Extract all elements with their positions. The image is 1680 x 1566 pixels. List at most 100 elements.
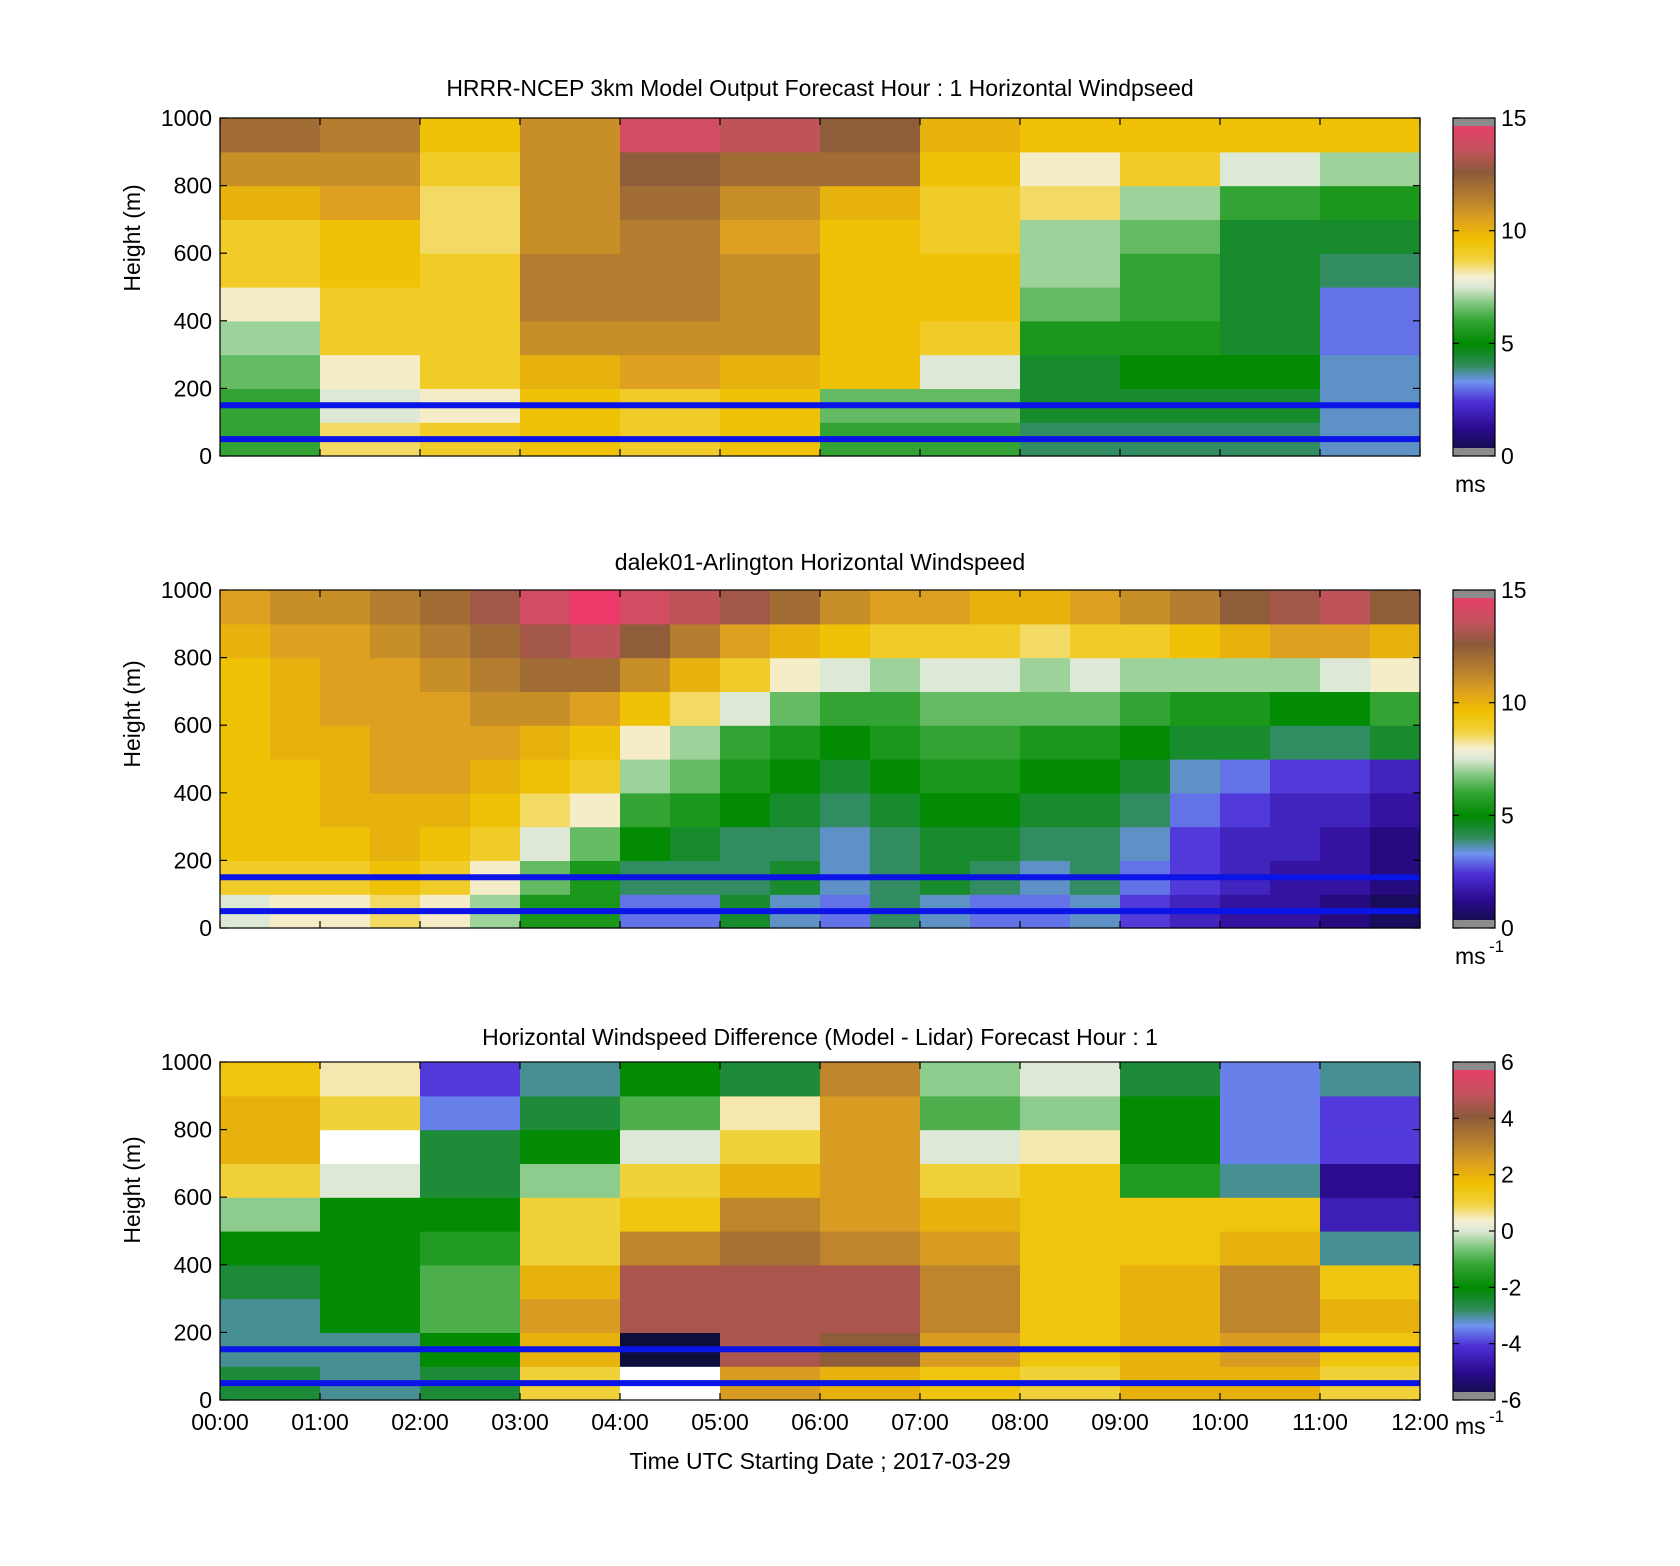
- lidar-cell: [1270, 759, 1321, 794]
- difference-cell: [1120, 1298, 1221, 1333]
- model-cell: [420, 219, 521, 254]
- difference-cell: [820, 1264, 921, 1300]
- model-cell: [320, 287, 421, 322]
- difference-cell: [320, 1062, 421, 1097]
- model-cell: [620, 354, 721, 389]
- difference-x-tick-label: 02:00: [391, 1409, 449, 1435]
- lidar-cell: [1170, 623, 1221, 659]
- difference-cell: [920, 1095, 1021, 1131]
- difference-cell: [320, 1095, 421, 1131]
- difference-cell: [1320, 1197, 1421, 1232]
- difference-colorbar-under-cap: [1453, 1392, 1495, 1400]
- model-y-tick-label: 1000: [161, 105, 212, 131]
- lidar-cell: [720, 623, 771, 659]
- lidar-cell: [1120, 826, 1171, 861]
- model-colorbar-tick-label: 0: [1501, 443, 1514, 469]
- model-cell: [1220, 185, 1321, 220]
- difference-x-tick-label: 03:00: [491, 1409, 549, 1435]
- model-cell: [220, 219, 321, 254]
- lidar-y-tick-label: 400: [174, 780, 212, 806]
- model-cell: [720, 219, 821, 254]
- model-cell: [320, 219, 421, 254]
- difference-cell: [320, 1264, 421, 1300]
- lidar-cell: [770, 657, 821, 692]
- lidar-cell: [1320, 657, 1371, 692]
- lidar-cell: [1370, 590, 1421, 625]
- difference-cell: [720, 1062, 821, 1097]
- difference-cell: [1020, 1197, 1121, 1232]
- model-cell: [920, 219, 1021, 254]
- lidar-cell: [1070, 759, 1121, 794]
- lidar-cell: [520, 759, 571, 794]
- difference-reference-lines: [220, 1346, 1420, 1387]
- model-cell: [720, 287, 821, 322]
- lidar-cell: [1020, 657, 1071, 692]
- lidar-cell: [320, 826, 371, 861]
- lidar-cell: [420, 590, 471, 625]
- lidar-cell: [1070, 792, 1121, 828]
- model-cell: [620, 185, 721, 220]
- difference-cell: [320, 1129, 421, 1164]
- lidar-cell: [470, 657, 521, 692]
- lidar-cell: [570, 792, 621, 828]
- difference-cell: [1020, 1264, 1121, 1300]
- lidar-cell: [1220, 623, 1271, 659]
- model-cell: [420, 354, 521, 389]
- lidar-cell: [470, 759, 521, 794]
- model-cell: [1120, 354, 1221, 389]
- difference-cell: [220, 1062, 321, 1097]
- model-cell: [720, 151, 821, 187]
- lidar-cell: [1270, 590, 1321, 625]
- lidar-y-tick-label: 0: [199, 915, 212, 941]
- lidar-cell: [320, 657, 371, 692]
- lidar-cell: [620, 759, 671, 794]
- lidar-cell: [1220, 759, 1271, 794]
- model-cell: [920, 320, 1021, 356]
- difference-cell: [920, 1264, 1021, 1300]
- lidar-cell: [620, 657, 671, 692]
- difference-cell: [1320, 1062, 1421, 1097]
- lidar-cell: [970, 657, 1021, 692]
- lidar-cell: [470, 623, 521, 659]
- difference-colorbar-gradient: [1453, 1062, 1495, 1400]
- lidar-cell: [370, 657, 421, 692]
- lidar-cell: [920, 657, 971, 692]
- lidar-cell: [1170, 826, 1221, 861]
- lidar-cell: [920, 759, 971, 794]
- model-cell: [320, 185, 421, 220]
- difference-cell: [320, 1231, 421, 1266]
- difference-cell: [1220, 1197, 1321, 1232]
- difference-x-tick-label: 11:00: [1292, 1409, 1348, 1435]
- model-cell: [520, 118, 621, 153]
- lidar-cell: [1320, 826, 1371, 861]
- lidar-cell: [520, 826, 571, 861]
- difference-cell: [720, 1298, 821, 1333]
- difference-cell: [1120, 1264, 1221, 1300]
- model-colorbar-tick-label: 15: [1501, 105, 1527, 131]
- lidar-cell: [670, 590, 721, 625]
- model-cell: [220, 151, 321, 187]
- difference-cell: [520, 1298, 621, 1333]
- lidar-cell: [1320, 759, 1371, 794]
- lidar-y-tick-label: 200: [174, 847, 212, 873]
- difference-cell: [1320, 1264, 1421, 1300]
- model-cell: [1320, 151, 1421, 187]
- model-y-axis: 0 200 400 600 800 1000: [161, 105, 1420, 469]
- lidar-cell: [820, 657, 871, 692]
- lidar-cell: [820, 691, 871, 726]
- model-y-tick-label: 600: [174, 240, 212, 266]
- difference-cell: [620, 1264, 721, 1300]
- model-cell: [520, 151, 621, 187]
- lidar-cell: [1020, 623, 1071, 659]
- difference-cell: [720, 1163, 821, 1198]
- difference-cell: [720, 1129, 821, 1164]
- model-cell: [1220, 320, 1321, 356]
- difference-cell: [220, 1197, 321, 1232]
- model-cell: [620, 219, 721, 254]
- lidar-cell: [670, 623, 721, 659]
- difference-cell: [820, 1095, 921, 1131]
- lidar-cell: [1370, 759, 1421, 794]
- model-cell: [220, 287, 321, 322]
- lidar-colorbar-unit: ms: [1455, 943, 1486, 969]
